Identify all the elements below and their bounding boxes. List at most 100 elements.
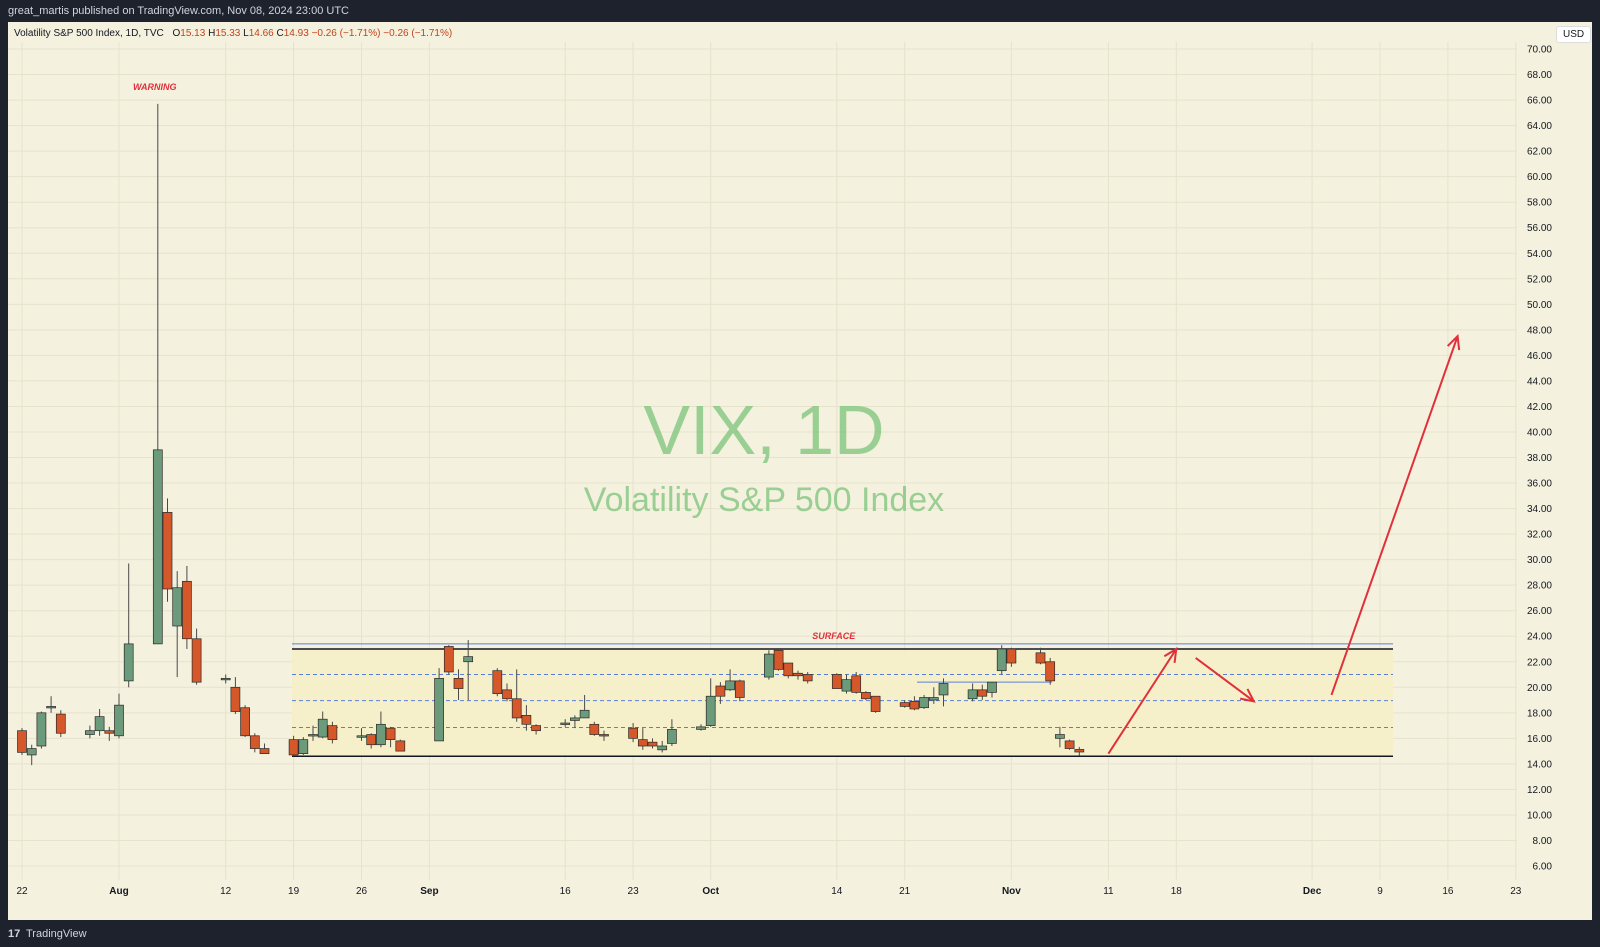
brand-label[interactable]: TradingView [26, 928, 87, 940]
close-label: C [276, 28, 284, 39]
candle-body [443, 646, 454, 673]
y-tick-label: 8.00 [1533, 836, 1553, 847]
y-tick-label: 40.00 [1527, 427, 1552, 438]
y-tick-label: 10.00 [1527, 810, 1552, 821]
candle-body [1045, 661, 1056, 682]
candle-body [531, 725, 541, 732]
candle-body [841, 679, 852, 692]
x-tick-label: 26 [356, 886, 368, 897]
y-tick-label: 22.00 [1527, 657, 1552, 668]
open-value: 15.13 [180, 28, 206, 39]
y-tick-label: 38.00 [1527, 453, 1552, 464]
candle-body [715, 685, 726, 697]
candle-body [240, 707, 250, 737]
candle-body [182, 580, 192, 640]
y-tick-label: 58.00 [1527, 198, 1552, 209]
x-tick-label: Oct [702, 886, 719, 897]
low-value: 14.66 [248, 28, 274, 39]
candle-body [996, 648, 1007, 672]
projection-arrow-head [1239, 688, 1256, 703]
candle-body [511, 698, 522, 719]
candle-body [967, 689, 978, 700]
close-value: 14.93 [283, 28, 309, 39]
x-tick-label: 12 [220, 886, 232, 897]
ohlc-legend: Volatility S&P 500 Index, 1D, TVC O15.13… [14, 28, 452, 39]
candle-body [579, 709, 590, 719]
candle-body [861, 692, 871, 700]
publisher-text: great_martis published on TradingView.co… [8, 5, 349, 17]
y-tick-label: 60.00 [1527, 172, 1552, 183]
candle-body [793, 672, 803, 677]
candle-body [114, 704, 124, 737]
candle-body [628, 727, 638, 739]
candle-body [17, 730, 27, 753]
candle-body [783, 662, 794, 677]
x-tick-label: 21 [899, 886, 911, 897]
candle-body [123, 643, 134, 682]
candle-body [734, 680, 745, 698]
candle-body [560, 722, 571, 725]
currency-badge[interactable]: USD [1556, 26, 1592, 43]
y-tick-label: 36.00 [1527, 479, 1552, 490]
watermark-title: VIX, 1D [643, 391, 884, 469]
candle-body [589, 723, 600, 735]
candle-body [152, 449, 163, 645]
x-tick-label: 22 [16, 886, 28, 897]
x-tick-label: 19 [288, 886, 300, 897]
footer-bar: 17 TradingView [0, 922, 1600, 947]
annotation-surface: SURFACE [812, 631, 856, 641]
y-tick-label: 68.00 [1527, 70, 1552, 81]
candle-body [220, 677, 231, 681]
candle-body [172, 587, 183, 627]
candle-body [85, 730, 95, 735]
low-label: L [243, 28, 249, 39]
candle-body [502, 689, 512, 700]
high-value: 15.33 [215, 28, 241, 39]
candle-body [696, 726, 706, 730]
y-tick-label: 28.00 [1527, 581, 1552, 592]
y-tick-label: 16.00 [1527, 734, 1552, 745]
y-tick-label: 66.00 [1527, 96, 1552, 107]
candle-body [191, 638, 202, 683]
x-tick-label: 18 [1171, 886, 1183, 897]
candle-body [637, 739, 648, 747]
annotation-warning: WARNING [133, 82, 177, 92]
candle-body [599, 734, 609, 737]
candle-body [705, 695, 716, 726]
candle-body [308, 734, 318, 737]
candle-body [376, 723, 386, 746]
x-tick-label: 23 [1510, 886, 1522, 897]
candle-body [162, 512, 173, 590]
x-tick-label: Sep [420, 886, 438, 897]
candle-body [831, 674, 842, 689]
candle-body [366, 734, 377, 746]
x-tick-label: 23 [628, 886, 640, 897]
candle-body [230, 686, 241, 712]
candle-body [36, 712, 47, 747]
candle-body [851, 675, 862, 693]
candle-body [773, 649, 784, 670]
x-tick-label: 16 [560, 886, 572, 897]
x-tick-label: Aug [109, 886, 128, 897]
publisher-bar: great_martis published on TradingView.co… [0, 0, 1600, 22]
high-label: H [208, 28, 216, 39]
y-tick-label: 42.00 [1527, 402, 1552, 413]
candle-body [870, 695, 881, 712]
tradingview-logo-icon: 17 [8, 928, 21, 940]
range-band [292, 648, 1393, 757]
y-tick-label: 20.00 [1527, 683, 1552, 694]
y-tick-label: 48.00 [1527, 325, 1552, 336]
y-tick-label: 62.00 [1527, 147, 1552, 158]
x-tick-label: 11 [1103, 886, 1114, 897]
projection-arrow [1107, 648, 1178, 755]
candle-body [46, 706, 56, 709]
y-tick-label: 34.00 [1527, 504, 1552, 515]
open-label: O [172, 28, 181, 39]
candle-body [1074, 749, 1085, 753]
candle-body [288, 739, 299, 756]
candle-body [977, 689, 988, 697]
candle-body [434, 677, 444, 742]
chart-frame[interactable] [8, 22, 1592, 920]
candle-body [317, 718, 328, 738]
